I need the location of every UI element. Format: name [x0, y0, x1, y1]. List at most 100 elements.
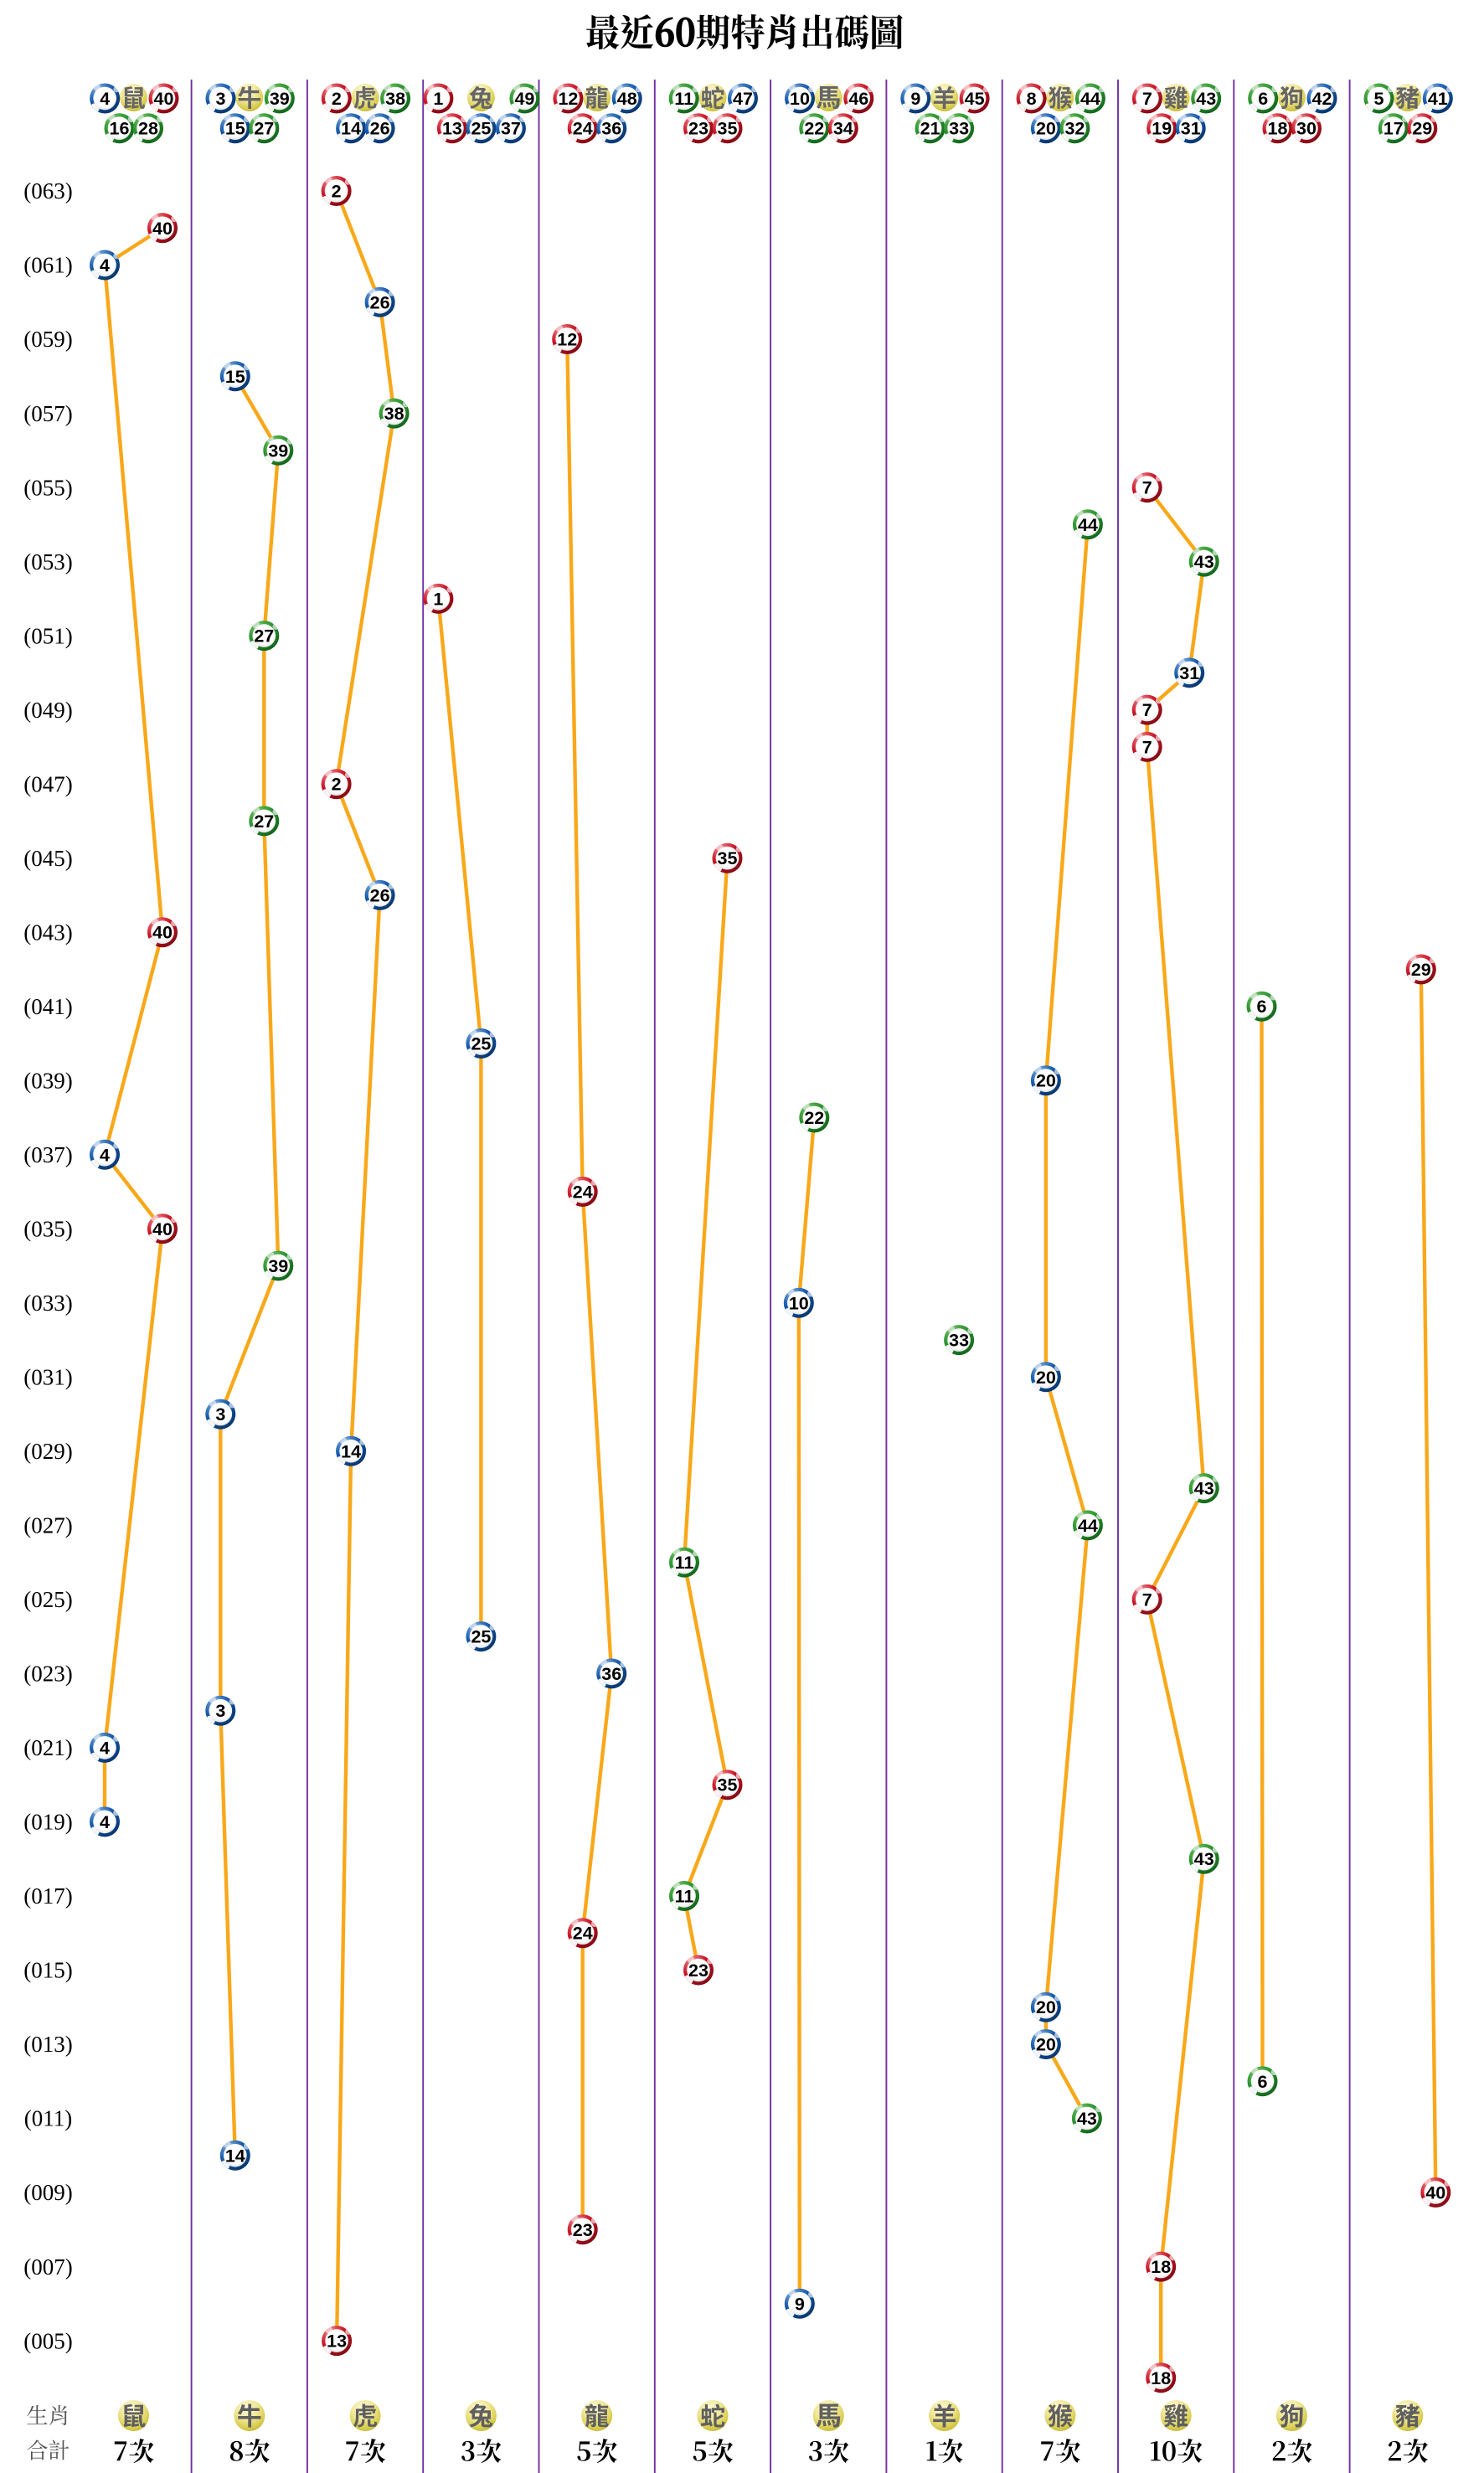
svg-text:16: 16	[110, 119, 130, 139]
svg-text:21: 21	[920, 119, 940, 139]
svg-text:(009): (009)	[23, 2180, 72, 2205]
svg-text:3: 3	[215, 1701, 225, 1721]
svg-text:(013): (013)	[23, 2032, 72, 2057]
svg-text:(047): (047)	[23, 771, 72, 796]
svg-text:20: 20	[1036, 119, 1056, 139]
svg-text:44: 44	[1078, 1516, 1098, 1536]
svg-text:43: 43	[1194, 552, 1214, 572]
svg-text:10: 10	[789, 1293, 809, 1313]
svg-text:(023): (023)	[23, 1662, 72, 1687]
svg-text:36: 36	[601, 1664, 621, 1684]
svg-text:17: 17	[1384, 119, 1404, 139]
svg-text:(007): (007)	[23, 2254, 72, 2280]
svg-text:(049): (049)	[23, 698, 72, 723]
svg-text:(061): (061)	[23, 253, 72, 278]
svg-text:14: 14	[341, 119, 361, 139]
svg-text:24: 24	[573, 1182, 593, 1203]
svg-text:39: 39	[268, 1256, 288, 1276]
svg-text:20: 20	[1036, 1368, 1056, 1388]
svg-text:20: 20	[1036, 1071, 1056, 1091]
svg-text:27: 27	[254, 626, 274, 647]
svg-text:24: 24	[573, 119, 593, 139]
svg-text:22: 22	[804, 119, 824, 139]
svg-text:4: 4	[100, 89, 110, 109]
svg-text:6: 6	[1257, 997, 1267, 1017]
svg-text:25: 25	[471, 1627, 491, 1647]
svg-text:40: 40	[152, 923, 173, 943]
svg-text:7: 7	[1142, 700, 1152, 720]
svg-text:12: 12	[558, 89, 578, 109]
svg-text:(055): (055)	[23, 475, 72, 500]
svg-text:27: 27	[254, 811, 274, 832]
svg-text:42: 42	[1312, 89, 1332, 109]
svg-text:35: 35	[718, 119, 738, 139]
svg-text:23: 23	[688, 119, 709, 139]
svg-text:9: 9	[795, 2294, 805, 2314]
svg-text:35: 35	[718, 1775, 738, 1796]
svg-text:(053): (053)	[23, 549, 72, 574]
svg-text:2: 2	[332, 775, 342, 795]
svg-text:49: 49	[514, 89, 534, 109]
svg-text:(033): (033)	[23, 1291, 72, 1316]
svg-text:20: 20	[1036, 2035, 1056, 2055]
svg-text:27: 27	[254, 119, 274, 139]
svg-text:44: 44	[1078, 515, 1098, 535]
svg-text:18: 18	[1268, 119, 1288, 139]
svg-text:15: 15	[225, 367, 245, 387]
svg-text:4: 4	[100, 255, 110, 276]
svg-text:37: 37	[501, 119, 521, 139]
svg-text:22: 22	[804, 1108, 824, 1128]
svg-text:47: 47	[733, 89, 753, 109]
svg-text:43: 43	[1194, 1849, 1214, 1869]
svg-text:18: 18	[1151, 2257, 1171, 2277]
svg-text:(025): (025)	[23, 1587, 72, 1612]
svg-text:7: 7	[1142, 478, 1152, 498]
svg-text:9: 9	[910, 89, 920, 109]
svg-text:5: 5	[1374, 89, 1384, 109]
svg-text:(017): (017)	[23, 1883, 72, 1909]
svg-text:43: 43	[1194, 1479, 1214, 1499]
svg-text:48: 48	[617, 89, 637, 109]
svg-text:(037): (037)	[23, 1142, 72, 1167]
svg-text:4: 4	[100, 1812, 110, 1832]
svg-text:19: 19	[1152, 119, 1172, 139]
svg-text:(035): (035)	[23, 1217, 72, 1242]
svg-text:(059): (059)	[23, 327, 72, 352]
svg-text:(015): (015)	[23, 1958, 72, 1983]
svg-text:(045): (045)	[23, 846, 72, 871]
svg-text:33: 33	[949, 119, 969, 139]
svg-text:1: 1	[433, 89, 443, 109]
svg-text:11: 11	[675, 1887, 694, 1907]
svg-text:6: 6	[1258, 89, 1268, 109]
svg-text:44: 44	[1080, 89, 1100, 109]
svg-text:14: 14	[225, 2146, 245, 2166]
svg-text:40: 40	[152, 1219, 173, 1239]
svg-text:8: 8	[1027, 89, 1037, 109]
svg-text:43: 43	[1196, 89, 1216, 109]
svg-text:28: 28	[138, 119, 158, 139]
svg-text:26: 26	[370, 292, 390, 312]
svg-text:43: 43	[1077, 2109, 1097, 2129]
svg-text:38: 38	[385, 89, 405, 109]
svg-text:3: 3	[216, 89, 226, 109]
svg-text:7: 7	[1142, 89, 1152, 109]
svg-text:(019): (019)	[23, 1810, 72, 1835]
svg-text:13: 13	[327, 2331, 347, 2352]
svg-text:29: 29	[1411, 960, 1431, 980]
svg-text:(051): (051)	[23, 623, 72, 648]
svg-text:7: 7	[1142, 1589, 1152, 1610]
svg-text:10: 10	[790, 89, 810, 109]
svg-text:45: 45	[965, 89, 985, 109]
svg-text:6: 6	[1258, 2072, 1268, 2092]
svg-text:39: 39	[270, 89, 290, 109]
svg-text:24: 24	[573, 1924, 593, 1944]
svg-text:26: 26	[370, 885, 390, 905]
svg-text:40: 40	[154, 89, 174, 109]
svg-text:33: 33	[949, 1331, 969, 1351]
svg-text:(039): (039)	[23, 1068, 72, 1093]
svg-text:3: 3	[215, 1404, 225, 1425]
svg-text:4: 4	[100, 1145, 110, 1165]
svg-text:20: 20	[1036, 1997, 1056, 2017]
svg-text:15: 15	[225, 119, 245, 139]
svg-text:35: 35	[718, 848, 738, 868]
